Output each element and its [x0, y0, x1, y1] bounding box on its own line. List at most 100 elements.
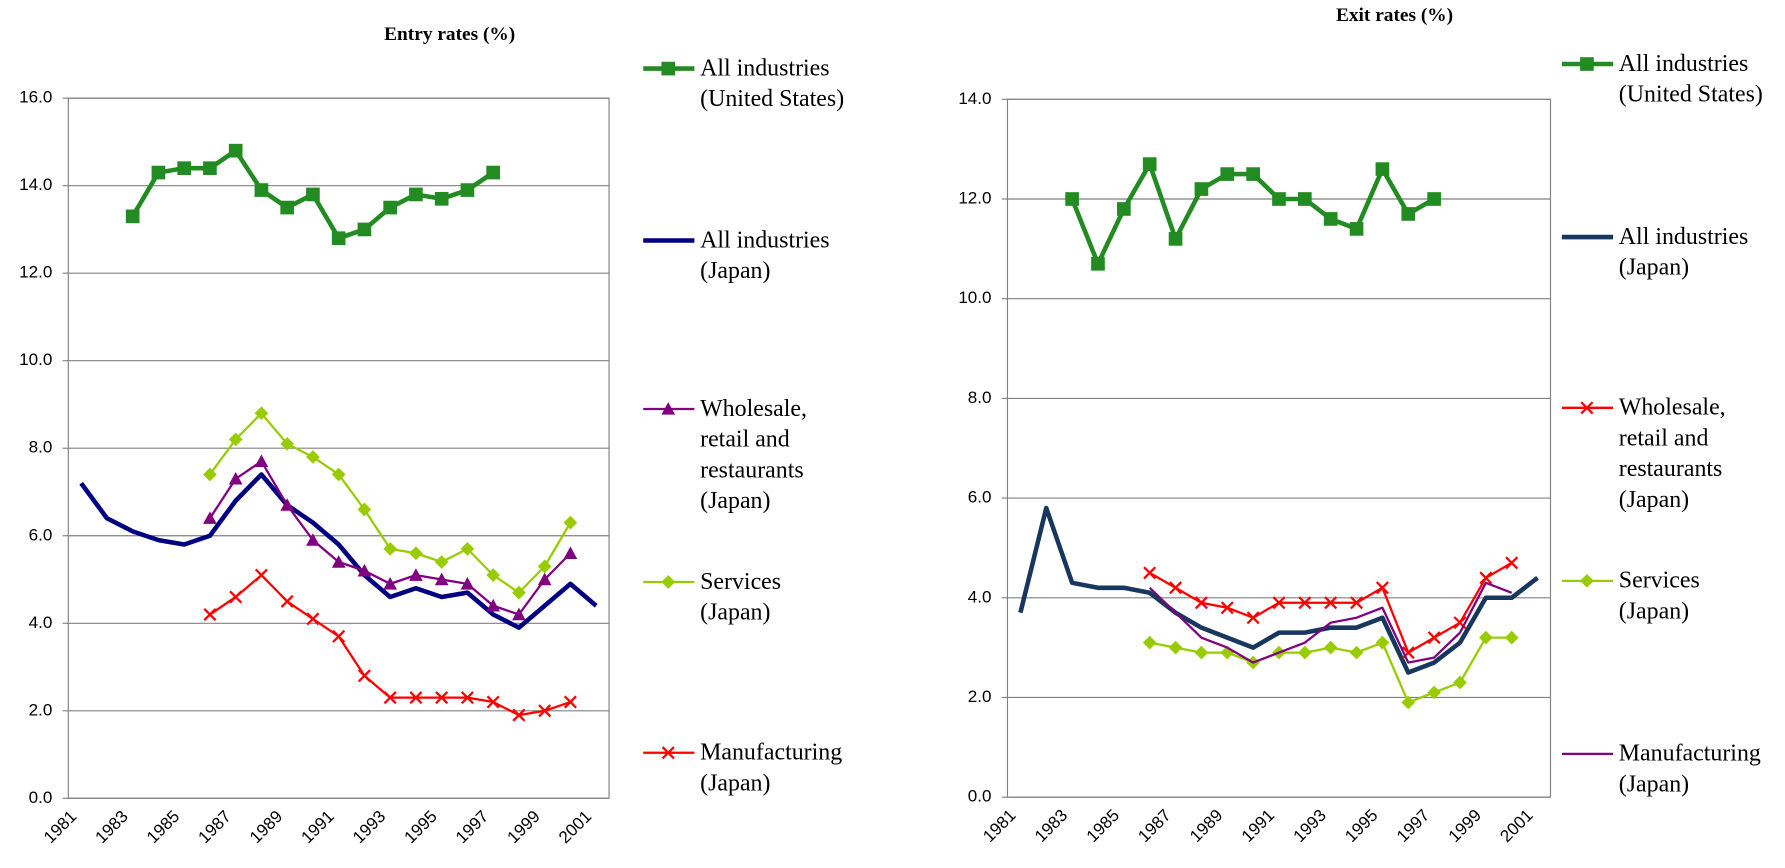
marker-x [1324, 596, 1338, 610]
x-tick-label: 1987 [1134, 806, 1174, 846]
marker-square [383, 200, 398, 215]
marker-square [1323, 212, 1338, 226]
marker-x [1169, 581, 1183, 595]
x-tick-label: 1993 [349, 807, 389, 847]
marker-square [1580, 57, 1594, 71]
marker-x [357, 669, 371, 683]
legend-label: Manufacturing (Japan) [700, 737, 843, 797]
marker-x [1246, 611, 1260, 625]
marker-diamond [1401, 695, 1416, 710]
marker-square [203, 161, 217, 176]
marker-square [177, 161, 192, 176]
marker-x [512, 708, 526, 722]
marker-diamond [1479, 630, 1493, 645]
legend-entry: All industries (United States) [700, 53, 845, 112]
y-tick-label: 4.0 [29, 613, 53, 632]
y-tick-label: 2.0 [968, 687, 992, 706]
marker-diamond [661, 575, 676, 589]
marker-x [383, 691, 397, 705]
marker-x [254, 568, 268, 582]
chart-title: Entry rates (%) [384, 24, 515, 45]
series-line [1018, 505, 1539, 675]
x-tick-label: 2001 [555, 807, 595, 847]
marker-diamond [228, 432, 243, 447]
marker-diamond [331, 467, 346, 482]
marker-triangle [228, 472, 243, 485]
marker-x [486, 695, 500, 709]
marker-square [306, 187, 320, 202]
marker-square [1220, 167, 1235, 181]
marker-x [661, 746, 675, 760]
marker-square [331, 231, 346, 246]
marker-square [1401, 207, 1416, 221]
legend-label: Wholesale, retail and restaurants (Japan… [1618, 393, 1726, 513]
x-tick-label: 1997 [452, 807, 492, 847]
marker-square [1091, 256, 1105, 271]
plot-frame [1006, 98, 1552, 798]
marker-x [280, 594, 294, 608]
legend-entry: Manufacturing (Japan) [700, 737, 843, 797]
marker-diamond [1298, 645, 1312, 660]
x-tick-label: 1983 [1031, 806, 1071, 846]
marker-diamond [1427, 685, 1441, 700]
marker-square [1065, 192, 1079, 206]
legend-label: All industries (United States) [700, 53, 845, 112]
legend-label: All industries (Japan) [700, 225, 830, 284]
x-tick-label: 1999 [504, 807, 544, 847]
marker-x [1505, 556, 1519, 570]
marker-x [409, 691, 423, 705]
legend-label: Services (Japan) [1618, 566, 1700, 625]
legend-label: All industries (Japan) [1618, 222, 1749, 281]
marker-x [1479, 571, 1493, 585]
marker-x [1427, 631, 1441, 645]
marker-triangle [512, 607, 526, 621]
y-tick-label: 8.0 [29, 438, 53, 457]
series-line [79, 472, 598, 630]
marker-square [125, 209, 140, 224]
marker-diamond [1349, 645, 1364, 660]
legend-entry: All industries (Japan) [1618, 222, 1749, 281]
y-tick-label: 8.0 [968, 388, 992, 407]
legend-label: Manufacturing (Japan) [1618, 739, 1761, 798]
y-tick-label: 12.0 [19, 263, 52, 282]
x-tick-label: 1991 [1238, 806, 1278, 846]
marker-triangle [486, 598, 500, 612]
marker-diamond [1194, 645, 1209, 660]
x-tick-label: 1981 [40, 807, 80, 847]
x-tick-label: 2001 [1496, 806, 1536, 846]
y-tick-label: 14.0 [19, 175, 52, 194]
x-tick-label: 1995 [401, 807, 441, 847]
marker-triangle [460, 577, 475, 590]
marker-x [538, 704, 552, 718]
marker-triangle [306, 533, 320, 546]
x-tick-label: 1999 [1445, 806, 1485, 846]
x-tick-label: 1985 [143, 807, 183, 847]
marker-square [1272, 192, 1286, 206]
marker-diamond [1504, 630, 1519, 645]
marker-square [1142, 157, 1157, 171]
legend-entry: Services (Japan) [700, 567, 781, 625]
marker-diamond [306, 450, 320, 464]
y-tick-label: 2.0 [29, 700, 53, 719]
marker-triangle [563, 546, 578, 559]
x-tick-label: 1989 [246, 807, 286, 847]
y-tick-label: 4.0 [968, 587, 992, 606]
marker-square [409, 187, 423, 202]
marker-diamond [1323, 640, 1338, 655]
marker-diamond [563, 515, 578, 530]
marker-x [563, 695, 577, 709]
y-tick-label: 14.0 [958, 89, 991, 108]
marker-x [1220, 601, 1234, 615]
marker-square [228, 143, 243, 158]
marker-triangle [383, 577, 398, 590]
marker-diamond [1580, 574, 1594, 588]
x-tick-label: 1983 [92, 807, 132, 847]
marker-square [1375, 162, 1390, 176]
series-line [209, 412, 572, 594]
marker-x [1143, 566, 1157, 580]
y-tick-label: 6.0 [29, 525, 53, 544]
x-tick-label: 1985 [1083, 806, 1123, 846]
marker-x [203, 608, 217, 622]
marker-x [1375, 581, 1389, 595]
